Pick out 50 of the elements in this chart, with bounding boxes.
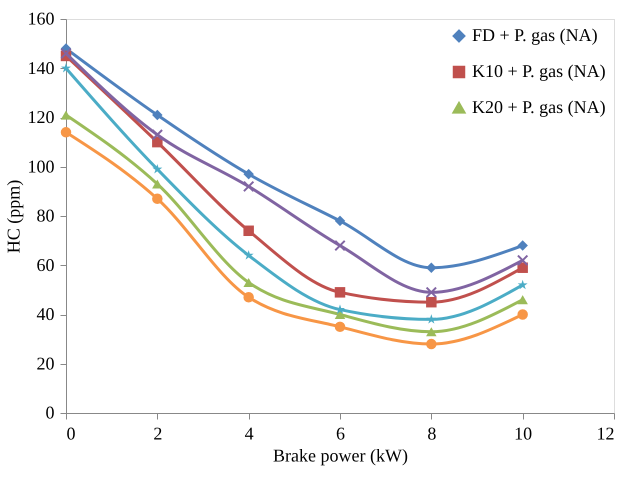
point <box>334 216 346 226</box>
point <box>243 292 254 302</box>
point <box>426 327 437 336</box>
point <box>61 63 71 72</box>
x-tick-label: 2 <box>153 424 162 444</box>
y-tick-label: 80 <box>36 206 54 226</box>
point <box>518 280 528 290</box>
point <box>60 48 72 60</box>
point <box>152 194 163 204</box>
point <box>243 226 254 236</box>
point <box>244 250 254 260</box>
y-tick-label: 60 <box>36 254 54 275</box>
point <box>243 168 254 180</box>
x-tick-label: 0 <box>66 424 76 444</box>
y-axis-title: HC (ppm) <box>4 180 24 254</box>
legend-label: FD + P. gas (NA) <box>472 25 598 45</box>
x-tick-label: 6 <box>336 424 345 444</box>
x-tick-label: 10 <box>514 424 532 444</box>
y-tick-label: 160 <box>28 8 54 28</box>
y-tick-label: 100 <box>28 156 54 176</box>
point <box>517 309 528 320</box>
y-tick-label: 140 <box>28 58 54 78</box>
point <box>426 286 438 298</box>
point <box>242 180 254 192</box>
legend-label: K10 + P. gas (NA) <box>472 61 606 81</box>
point <box>152 164 162 174</box>
point <box>334 287 346 298</box>
x-tick-label: 8 <box>427 424 436 444</box>
point <box>517 295 528 304</box>
point <box>334 240 346 252</box>
y-tick-label: 0 <box>46 402 54 422</box>
point <box>516 254 528 266</box>
legend-label: K20 + P. gas (NA) <box>472 97 606 117</box>
point <box>426 296 437 308</box>
x-axis-title: Brake power (kW) <box>273 446 408 466</box>
point <box>426 262 437 273</box>
point <box>60 127 72 138</box>
point <box>334 322 346 332</box>
y-tick-label: 40 <box>36 304 54 324</box>
point <box>60 110 72 120</box>
point <box>426 314 436 324</box>
point <box>152 110 163 120</box>
y-tick-label: 20 <box>36 353 54 374</box>
point <box>517 240 528 251</box>
x-tick-label: 4 <box>244 424 254 444</box>
point <box>426 338 437 350</box>
point <box>152 128 164 140</box>
point <box>243 278 254 288</box>
y-tick-label: 120 <box>28 107 54 127</box>
x-tick-label: 12 <box>596 424 614 444</box>
